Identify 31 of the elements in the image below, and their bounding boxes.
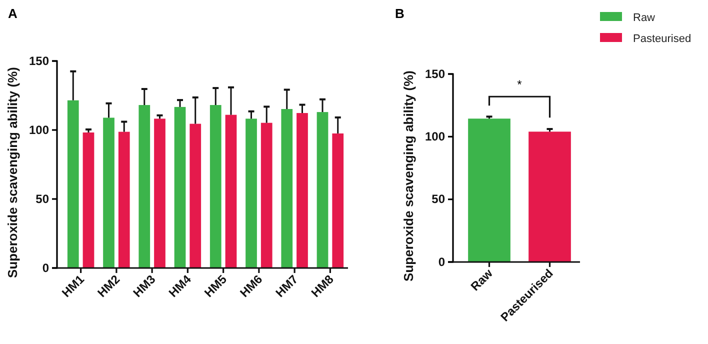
legend-label: Raw — [633, 12, 656, 24]
bar — [138, 105, 150, 268]
bar — [332, 133, 344, 268]
y-axis-title: Superoxide scavenging ability (%) — [401, 70, 416, 282]
y-axis-title: Superoxide scavenging ability (%) — [5, 67, 20, 278]
bar — [174, 106, 186, 268]
bar — [225, 114, 237, 268]
chart-title: B — [395, 6, 404, 21]
bar — [260, 122, 272, 268]
y-tick-label: 50 — [432, 192, 446, 206]
bar — [210, 105, 222, 268]
y-tick-label: 0 — [438, 254, 446, 269]
y-tick-label: 0 — [42, 260, 50, 275]
bar — [103, 118, 114, 268]
legend-label: Pasteurised — [633, 33, 692, 45]
y-tick-label: 150 — [424, 66, 446, 81]
bar — [296, 113, 308, 268]
bar — [316, 112, 328, 268]
bar — [281, 109, 293, 268]
y-tick-label: 100 — [424, 130, 446, 144]
bar — [67, 100, 79, 268]
chart-title: A — [8, 6, 18, 21]
y-tick-label: 100 — [28, 122, 50, 137]
bar — [246, 118, 257, 268]
y-tick-label: 50 — [36, 192, 50, 206]
annotation: * — [517, 78, 522, 92]
bar — [190, 124, 202, 268]
bar — [118, 132, 130, 268]
bar — [82, 132, 94, 268]
y-tick-label: 150 — [28, 54, 50, 68]
bar — [154, 118, 166, 268]
